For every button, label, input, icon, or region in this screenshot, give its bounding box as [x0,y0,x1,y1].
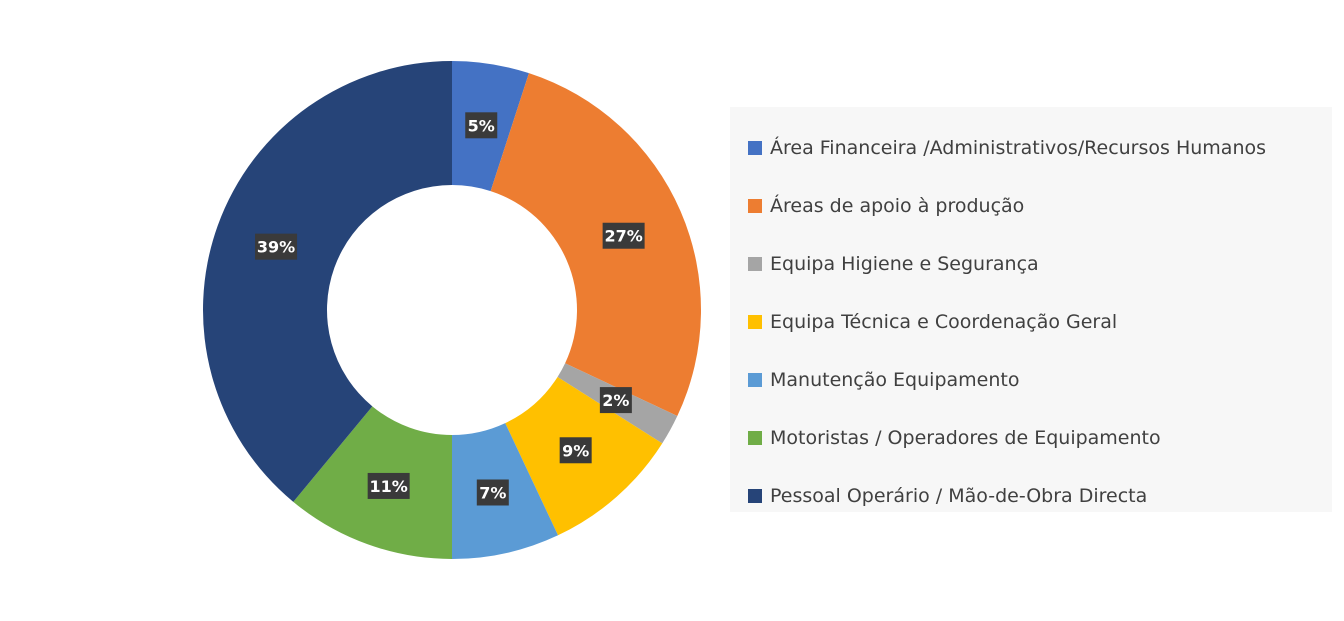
legend-swatch [748,315,762,329]
legend-swatch [748,489,762,503]
data-label: 27% [602,222,645,249]
data-label-background [255,233,298,260]
legend-item: Área Financeira /Administrativos/Recurso… [748,119,1332,177]
legend-label: Equipa Higiene e Segurança [770,253,1039,275]
legend-swatch [748,431,762,445]
legend-swatch [748,257,762,271]
data-label-text: 27% [604,227,642,246]
donut-slice [203,60,452,502]
data-label: 2% [599,387,632,414]
legend-item: Equipa Técnica e Coordenação Geral [748,293,1332,351]
data-label-background [476,479,509,506]
legend-label: Equipa Técnica e Coordenação Geral [770,311,1118,333]
data-label-text: 39% [257,238,295,257]
legend-swatch [748,199,762,213]
legend-item: Equipa Higiene e Segurança [748,235,1332,293]
legend-item: Áreas de apoio à produção [748,177,1332,235]
data-label: 9% [559,437,592,464]
data-label: 5% [465,112,498,139]
data-label-background [367,472,410,499]
data-label: 7% [476,479,509,506]
data-label: 11% [367,472,410,499]
legend-label: Manutenção Equipamento [770,369,1020,391]
data-label-background [599,387,632,414]
legend-item: Motoristas / Operadores de Equipamento [748,409,1332,467]
donut-slice [490,73,702,417]
data-label-background [559,437,592,464]
chart-legend: Área Financeira /Administrativos/Recurso… [730,107,1332,512]
legend-swatch [748,141,762,155]
legend-swatch [748,373,762,387]
data-label-text: 11% [370,477,408,496]
data-label-text: 7% [479,483,506,502]
data-label-text: 5% [468,116,495,135]
data-label-text: 9% [562,441,589,460]
legend-item: Manutenção Equipamento [748,351,1332,409]
legend-label: Motoristas / Operadores de Equipamento [770,427,1161,449]
data-label-background [465,112,498,139]
data-label: 39% [255,233,298,260]
data-label-background [602,222,645,249]
data-label-text: 2% [602,391,629,410]
legend-label: Área Financeira /Administrativos/Recurso… [770,137,1267,159]
legend-label: Pessoal Operário / Mão-de-Obra Directa [770,485,1148,507]
legend-item: Pessoal Operário / Mão-de-Obra Directa [748,467,1332,525]
legend-label: Áreas de apoio à produção [770,195,1025,217]
